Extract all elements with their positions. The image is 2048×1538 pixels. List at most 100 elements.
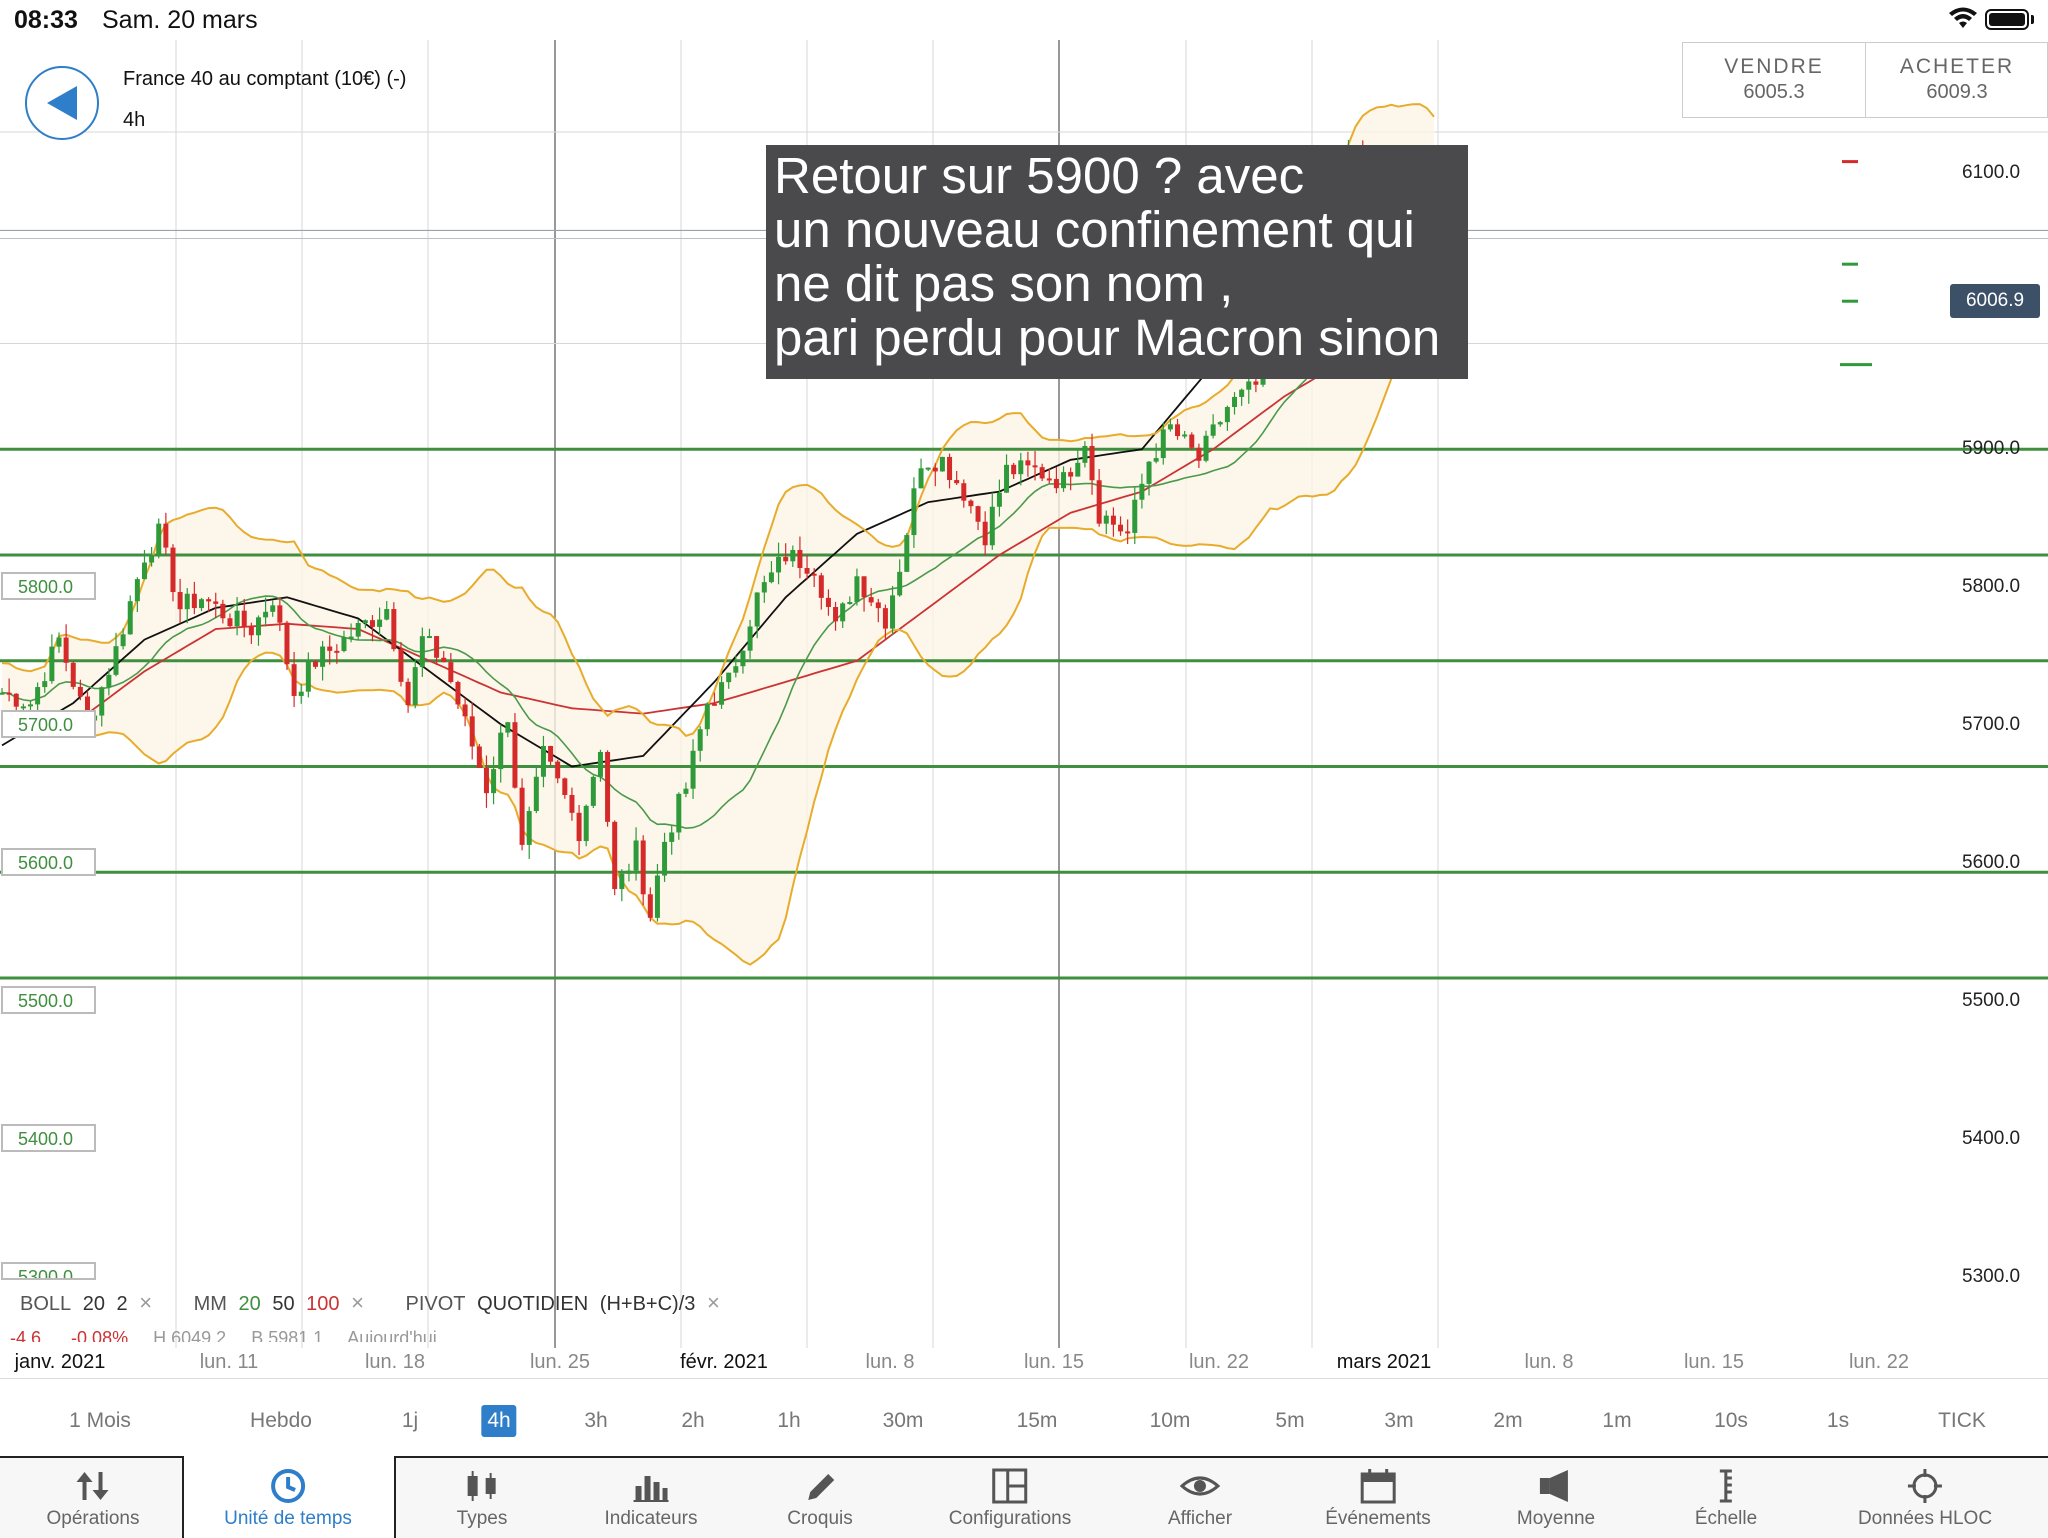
back-button[interactable] <box>25 66 99 140</box>
timeframe-option-active[interactable]: 4h <box>481 1405 517 1437</box>
candle-bull <box>754 592 760 627</box>
boll-label: BOLL <box>20 1293 72 1315</box>
candle-bear <box>163 523 169 548</box>
candle-bull <box>768 572 774 583</box>
change-percent: -0.08% <box>71 1328 129 1342</box>
level-tag[interactable]: 5500.0 <box>1 986 96 1014</box>
timeframe-option[interactable]: 15m <box>1016 1409 1058 1432</box>
candle-bull <box>384 609 390 620</box>
candle-bear <box>932 467 938 472</box>
timeframe-option[interactable]: 1h <box>777 1409 801 1432</box>
candle-bull <box>526 811 532 845</box>
timeframe-option[interactable]: 3m <box>1384 1409 1414 1432</box>
timeframe-option[interactable]: 1s <box>1826 1409 1850 1432</box>
level-tag[interactable]: 5400.0 <box>1 1124 96 1152</box>
candle-bull <box>419 636 425 668</box>
level-tag[interactable]: 5600.0 <box>1 848 96 876</box>
candle-bull <box>662 841 668 876</box>
candle-bear <box>548 745 554 762</box>
timeframe-option[interactable]: 1m <box>1602 1409 1632 1432</box>
timeframe-option[interactable]: Hebdo <box>250 1409 312 1432</box>
candle-bear <box>1011 464 1017 475</box>
level-tag[interactable]: 5700.0 <box>1 710 96 738</box>
timeframe-option[interactable]: 10s <box>1714 1409 1748 1432</box>
candle-bull <box>590 776 596 806</box>
candle-bear <box>1039 467 1045 479</box>
toolbar-display[interactable]: Afficher <box>1168 1458 1232 1538</box>
candle-bull <box>99 687 105 716</box>
timeframe-option[interactable]: 10m <box>1149 1409 1191 1432</box>
instrument-timeframe: 4h <box>123 109 146 131</box>
candle-bear <box>961 483 967 501</box>
toolbar-label: Échelle <box>1694 1508 1758 1529</box>
timeframe-option[interactable]: 3h <box>584 1409 608 1432</box>
timeframe-option[interactable]: 1 Mois <box>69 1409 131 1432</box>
timeframe-option[interactable]: 2h <box>681 1409 705 1432</box>
candle-bear <box>70 662 76 687</box>
timeframe-option[interactable]: 1j <box>401 1409 419 1432</box>
candle-bull <box>0 692 5 695</box>
toolbar-label: Opérations <box>46 1508 140 1529</box>
candle-bear <box>13 693 19 707</box>
remove-mm-icon[interactable]: × <box>351 1290 364 1315</box>
candle-bear <box>1053 478 1059 489</box>
candle-bull <box>733 666 739 673</box>
toolbar-events[interactable]: Événements <box>1325 1458 1431 1538</box>
pivot-period: QUOTIDIEN <box>477 1293 589 1315</box>
toolbar-operations[interactable]: Opérations <box>46 1458 140 1538</box>
toolbar-indicators[interactable]: Indicateurs <box>605 1458 697 1538</box>
bottom-toolbar: Opérations Unité de temps Types Indicate… <box>0 1456 2048 1538</box>
date-tick: janv. 2021 <box>14 1351 106 1373</box>
candle-bear <box>6 692 12 695</box>
candle-bull <box>1203 435 1209 461</box>
candle-bull <box>619 873 625 890</box>
remove-boll-icon[interactable]: × <box>139 1290 153 1315</box>
toolbar-configurations[interactable]: Configurations <box>949 1458 1071 1538</box>
candle-bear <box>982 521 988 546</box>
candle-bear <box>1253 381 1259 385</box>
toolbar-sketch[interactable]: Croquis <box>787 1458 853 1538</box>
timeframe-option[interactable]: 5m <box>1275 1409 1305 1432</box>
calendar-icon <box>1360 1469 1396 1504</box>
date-tick: lun. 18 <box>364 1351 426 1373</box>
toolbar-types[interactable]: Types <box>457 1458 507 1538</box>
timeframe-option[interactable]: TICK <box>1938 1409 1986 1432</box>
mm20-line <box>1 200 1435 830</box>
timeframe-option[interactable]: 2m <box>1493 1409 1523 1432</box>
chart-annotation[interactable]: Retour sur 5900 ? avec un nouveau confin… <box>766 145 1468 379</box>
candle-bull <box>740 650 746 667</box>
candle-bull <box>747 626 753 651</box>
candle-bear <box>797 549 803 568</box>
toolbar-average[interactable]: Moyenne <box>1517 1458 1595 1538</box>
candle-bear <box>63 637 69 663</box>
toolbar-timeframe[interactable]: Unité de temps <box>224 1458 352 1538</box>
remove-pivot-icon[interactable]: × <box>706 1290 720 1315</box>
candle-bear <box>213 601 219 604</box>
candle-bear <box>220 603 226 619</box>
candle-bear <box>84 696 90 721</box>
change-value: -4.6 <box>10 1328 42 1342</box>
candle-bull <box>1082 445 1088 463</box>
candle-bull <box>669 832 675 842</box>
level-tag[interactable]: 5300.0 <box>1 1262 96 1280</box>
toolbar-hloc-data[interactable]: Données HLOC <box>1858 1458 1992 1538</box>
buy-label: ACHETER <box>1899 55 2015 78</box>
candle-bull <box>911 488 917 536</box>
status-date: Sam. 20 mars <box>102 6 258 34</box>
date-tick: lun. 25 <box>529 1351 591 1373</box>
high-value: H 6049.2 <box>153 1328 227 1342</box>
level-tag[interactable]: 5800.0 <box>1 572 96 600</box>
candle-bear <box>291 664 297 696</box>
pivot-formula: (H+B+C)/3 <box>599 1293 696 1315</box>
candle-bull <box>505 722 511 733</box>
toolbar-scale[interactable]: Échelle <box>1695 1458 1757 1538</box>
mm-label: MM <box>193 1293 227 1315</box>
timeframe-option[interactable]: 30m <box>882 1409 924 1432</box>
candle-bull <box>925 467 931 470</box>
instrument-name: France 40 au comptant (10€) (-) <box>123 68 407 90</box>
candle-bull <box>35 687 41 705</box>
buy-button[interactable]: ACHETER 6009.3 <box>1866 43 2048 117</box>
date-tick: lun. 22 <box>1188 1351 1250 1373</box>
candle-bear <box>476 746 482 768</box>
sell-button[interactable]: VENDRE 6005.3 <box>1683 43 1866 117</box>
